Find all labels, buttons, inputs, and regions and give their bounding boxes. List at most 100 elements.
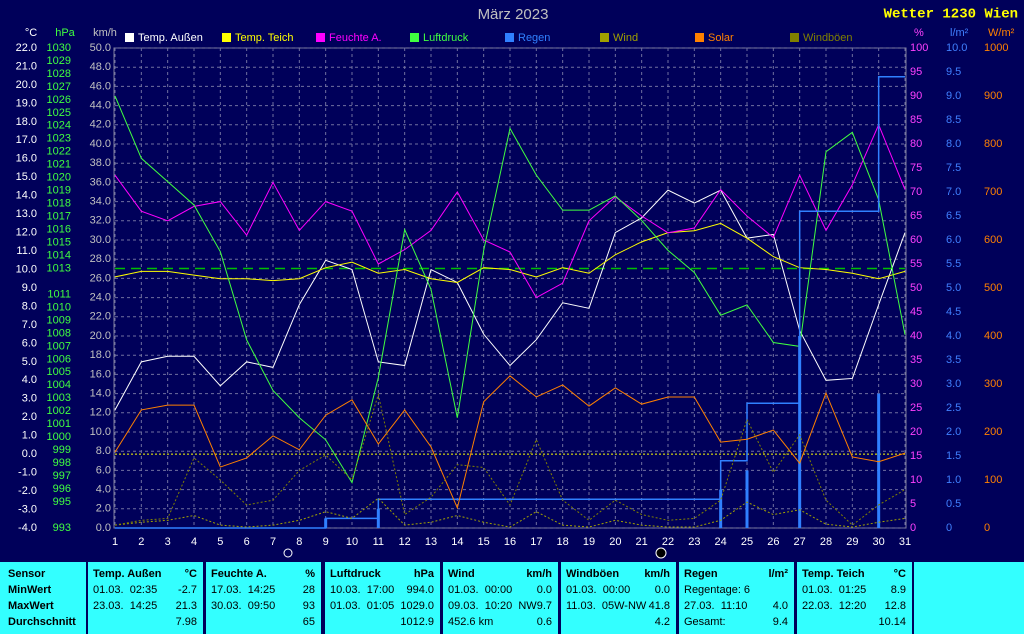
rain-bar <box>798 336 802 528</box>
column-unit: km/h <box>644 568 670 580</box>
y-tick-label: 18.0 <box>16 116 37 128</box>
y-tick-label: 300 <box>984 378 1002 390</box>
y-tick-label: 1024 <box>47 120 71 132</box>
y-tick-label: 1.5 <box>946 450 961 462</box>
y-tick-label: 1.0 <box>946 474 961 486</box>
cell-value: 9.4 <box>772 616 788 628</box>
y-tick-label: 14.0 <box>16 190 37 202</box>
column-header: Temp. Außen <box>93 568 162 580</box>
y-tick-label: 36.0 <box>90 176 111 188</box>
y-tick-label: 6.5 <box>946 210 961 222</box>
column-header: Regen <box>684 568 718 580</box>
x-tick-label: 14 <box>451 536 463 548</box>
y-tick-label: 1002 <box>47 405 71 417</box>
cell-value: 10.14 <box>878 616 906 628</box>
column-unit: °C <box>893 568 906 580</box>
table-column: Temp. Außen °C 01.03. 02:35 -2.7 23.03. 14:2… <box>88 562 203 634</box>
y-tick-label: 2.0 <box>946 426 961 438</box>
y-tick-label: 7.0 <box>946 186 961 198</box>
y-tick-label: 18.0 <box>90 349 111 361</box>
y-tick-label: 1022 <box>47 146 71 158</box>
y-tick-label: 9.0 <box>946 90 961 102</box>
axis-unit-label: % <box>914 27 924 39</box>
summary-table: Sensor MinWert MaxWert Durchschnitt Temp. Au… <box>0 562 1024 634</box>
y-tick-label: 2.5 <box>946 402 961 414</box>
x-tick-label: 2 <box>138 536 144 548</box>
y-tick-label: -4.0 <box>18 522 37 534</box>
y-tick-label: 800 <box>984 138 1002 150</box>
y-tick-label: 900 <box>984 90 1002 102</box>
y-tick-label: 5.5 <box>946 258 961 270</box>
y-tick-label: 4.0 <box>96 484 111 496</box>
y-tick-label: 85 <box>910 114 922 126</box>
cell-value: 12.8 <box>884 600 906 612</box>
rain-cumulative <box>115 76 905 529</box>
legend-swatch <box>410 33 419 42</box>
y-tick-label: 1029 <box>47 55 71 67</box>
legend-label: Wind <box>613 32 638 44</box>
y-tick-label: 1004 <box>47 379 71 391</box>
legend-label: Regen <box>518 32 550 44</box>
y-tick-label: 1007 <box>47 340 71 352</box>
y-tick-label: 1000 <box>984 42 1008 54</box>
x-tick-label: 21 <box>636 536 648 548</box>
x-tick-label: 12 <box>399 536 411 548</box>
column-header: Feuchte A. <box>211 568 267 580</box>
y-tick-label: 10.0 <box>90 426 111 438</box>
y-tick-label: 1014 <box>47 249 71 261</box>
cell-text: 11.03. 05W-NW <box>566 600 647 612</box>
y-tick-label: 70 <box>910 186 922 198</box>
legend-swatch <box>695 33 704 42</box>
y-tick-label: 12.0 <box>16 227 37 239</box>
y-tick-label: 28.0 <box>90 253 111 265</box>
y-tick-label: 1005 <box>47 366 71 378</box>
y-tick-label: 22.0 <box>16 42 37 54</box>
y-tick-label: -1.0 <box>18 467 37 479</box>
x-tick-label: 19 <box>583 536 595 548</box>
y-tick-label: 6.0 <box>946 234 961 246</box>
axis-unit-label: °C <box>25 27 37 39</box>
y-tick-label: 80 <box>910 138 922 150</box>
cell-text: 01.03. 01:05 <box>330 600 395 612</box>
y-tick-label: 1018 <box>47 198 71 210</box>
y-tick-label: 20.0 <box>16 79 37 91</box>
y-tick-label: 1020 <box>47 172 71 184</box>
y-tick-label: -3.0 <box>18 503 37 515</box>
y-tick-label: 1030 <box>47 42 71 54</box>
row-label: Sensor <box>8 568 46 580</box>
y-tick-label: 46.0 <box>90 80 111 92</box>
y-tick-label: -2.0 <box>18 485 37 497</box>
legend-label: Feuchte A. <box>329 32 382 44</box>
rain-bar <box>877 393 881 528</box>
y-tick-label: 2.0 <box>96 503 111 515</box>
column-header: Temp. Teich <box>802 568 865 580</box>
series-line <box>114 375 906 510</box>
y-tick-label: 6.0 <box>96 464 111 476</box>
y-tick-label: 200 <box>984 426 1002 438</box>
y-tick-label: 1013 <box>47 262 71 274</box>
x-tick-label: 22 <box>662 536 674 548</box>
y-tick-label: 1003 <box>47 392 71 404</box>
cell-text: 01.03. 00:00 <box>448 584 513 596</box>
x-tick-label: 29 <box>846 536 858 548</box>
y-tick-label: 40.0 <box>90 138 111 150</box>
cell-text: 23.03. 14:25 <box>93 600 158 612</box>
cell-value: 1012.9 <box>400 616 434 628</box>
x-tick-label: 28 <box>820 536 832 548</box>
x-tick-label: 10 <box>346 536 358 548</box>
y-tick-label: 700 <box>984 186 1002 198</box>
y-tick-label: 1000 <box>47 431 71 443</box>
y-tick-label: 4.5 <box>946 306 961 318</box>
cell-value: -2.7 <box>178 584 197 596</box>
rain-bar <box>745 470 749 528</box>
legend-label: Temp. Teich <box>235 32 294 44</box>
cell-value: 0.0 <box>654 584 670 596</box>
y-tick-label: 10.0 <box>16 263 37 275</box>
y-tick-label: 1026 <box>47 94 71 106</box>
legend-label: Windböen <box>803 32 853 44</box>
y-tick-label: 8.0 <box>96 445 111 457</box>
cell-text: Gesamt: <box>684 616 726 628</box>
cell-text: 17.03. 14:25 <box>211 584 276 596</box>
brand: Wetter 1230 Wien <box>884 7 1018 23</box>
